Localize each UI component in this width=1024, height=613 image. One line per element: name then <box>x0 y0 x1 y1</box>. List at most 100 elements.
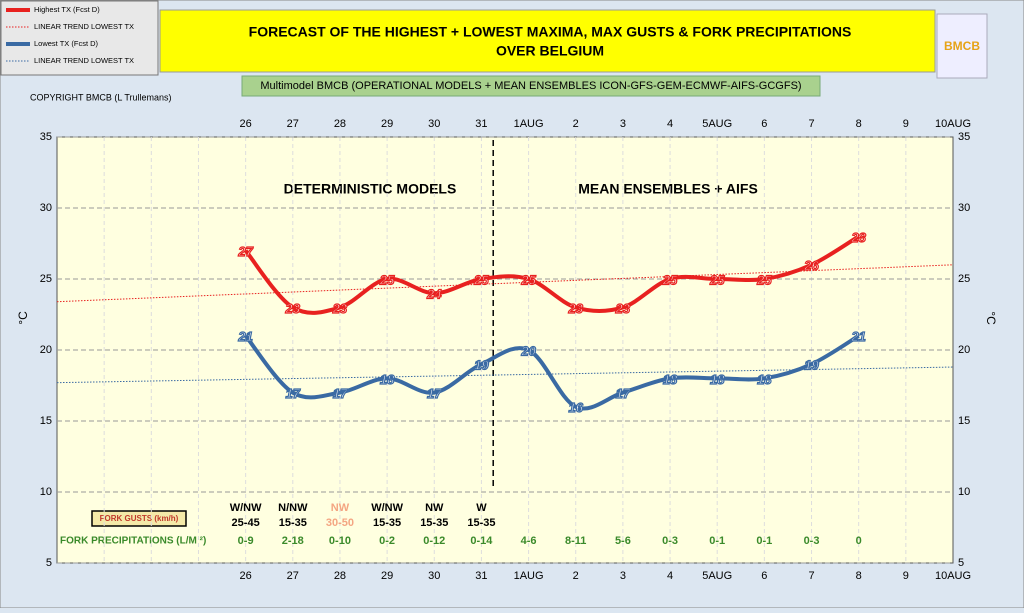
logo: BMCB <box>944 39 980 53</box>
x-tick-label: 26 <box>240 118 252 130</box>
y-tick-label: 5 <box>46 557 52 569</box>
legend <box>0 0 159 76</box>
x-tick-label: 8 <box>856 118 862 130</box>
precip-value: 0-12 <box>423 535 445 547</box>
precip-value: 0 <box>856 535 862 547</box>
x-tick-label: 30 <box>428 570 440 582</box>
series-line <box>244 234 860 315</box>
chart-title: FORECAST OF THE HIGHEST + LOWEST MAXIMA,… <box>249 24 852 40</box>
value-label: 19 <box>474 358 489 373</box>
annotation: DETERMINISTIC MODELS <box>284 181 457 197</box>
gust-speed: 25-45 <box>232 517 260 529</box>
value-label: 27 <box>237 244 253 259</box>
y-tick-label: 35 <box>958 131 970 143</box>
y-tick-label: 25 <box>958 273 970 285</box>
y-tick-label: 15 <box>958 415 970 427</box>
x-tick-label: 1AUG <box>514 570 544 582</box>
x-tick-label: 6 <box>761 570 767 582</box>
x-tick-label: 3 <box>620 570 626 582</box>
x-tick-label: 7 <box>808 118 814 130</box>
y-tick-label: 30 <box>40 202 52 214</box>
x-tick-label: 5AUG <box>702 118 732 130</box>
value-label: 18 <box>757 372 772 387</box>
gust-speed: 30-50 <box>326 517 354 529</box>
legend-label: LINEAR TREND LOWEST TX <box>34 56 134 65</box>
precip-label: FORK PRECIPITATIONS (L/M ²) <box>60 536 206 547</box>
precip-value: 0-3 <box>662 535 678 547</box>
value-label: 20 <box>520 343 536 358</box>
value-label: 23 <box>285 301 301 316</box>
precip-value: 2-18 <box>282 535 304 547</box>
trend-line <box>56 366 954 384</box>
gust-direction: N/NW <box>278 502 308 514</box>
x-tick-label: 4 <box>667 570 673 582</box>
x-tick-label: 4 <box>667 118 673 130</box>
gust-direction: NW <box>425 502 444 514</box>
x-tick-label: 27 <box>287 118 299 130</box>
value-label: 23 <box>615 301 631 316</box>
value-label: 25 <box>662 272 678 287</box>
value-label: 25 <box>709 272 725 287</box>
subtitle: Multimodel BMCB (OPERATIONAL MODELS + ME… <box>260 80 801 92</box>
value-label: 23 <box>332 301 348 316</box>
y-tick-label: 35 <box>40 131 52 143</box>
value-label: 17 <box>427 386 442 401</box>
y-tick-label: 15 <box>40 415 52 427</box>
value-label: 24 <box>426 287 442 302</box>
precip-value: 5-6 <box>615 535 631 547</box>
value-label: 25 <box>473 272 489 287</box>
series-line <box>244 334 860 411</box>
value-label: 25 <box>379 272 395 287</box>
value-label: 17 <box>286 386 301 401</box>
gust-direction: W/NW <box>230 502 262 514</box>
gust-speed: 15-35 <box>467 517 495 529</box>
value-label: 16 <box>569 400 584 415</box>
y-axis-label: °C <box>16 311 30 325</box>
x-tick-label: 26 <box>240 570 252 582</box>
x-tick-label: 10AUG <box>935 570 971 582</box>
gusts-label: FORK GUSTS (km/h) <box>100 514 179 523</box>
gusts-label-box <box>91 510 187 527</box>
x-tick-label: 3 <box>620 118 626 130</box>
value-label: 25 <box>520 272 536 287</box>
value-label: 28 <box>850 230 866 245</box>
copyright: COPYRIGHT BMCB (L Trullemans) <box>30 92 172 102</box>
precip-value: 0-9 <box>238 535 254 547</box>
x-tick-label: 28 <box>334 118 346 130</box>
x-tick-label: 9 <box>903 570 909 582</box>
x-tick-label: 2 <box>573 118 579 130</box>
x-tick-label: 29 <box>381 118 393 130</box>
x-tick-label: 31 <box>475 118 487 130</box>
gust-direction: W <box>476 502 487 514</box>
value-label: 21 <box>237 329 252 344</box>
y-tick-label: 20 <box>40 344 52 356</box>
precip-value: 0-1 <box>756 535 772 547</box>
precip-value: 0-3 <box>804 535 820 547</box>
y-tick-label: 10 <box>958 486 970 498</box>
x-tick-label: 6 <box>761 118 767 130</box>
precip-value: 0-14 <box>470 535 493 547</box>
y-tick-label: 5 <box>958 557 964 569</box>
gust-direction: NW <box>331 502 350 514</box>
y-tick-label: 10 <box>40 486 52 498</box>
value-label: 19 <box>804 358 819 373</box>
value-label: 18 <box>663 372 678 387</box>
legend-label: Highest TX (Fcst D) <box>34 5 100 14</box>
chart-title: OVER BELGIUM <box>496 43 604 59</box>
x-tick-label: 2 <box>573 570 579 582</box>
y-tick-label: 30 <box>958 202 970 214</box>
value-label: 17 <box>616 386 631 401</box>
value-label: 26 <box>803 258 819 273</box>
x-tick-label: 30 <box>428 118 440 130</box>
value-label: 18 <box>380 372 395 387</box>
value-label: 17 <box>333 386 348 401</box>
gust-speed: 15-35 <box>420 517 448 529</box>
legend-label: Lowest TX (Fcst D) <box>34 39 99 48</box>
precip-value: 4-6 <box>521 535 537 547</box>
subtitle-box <box>241 75 821 97</box>
annotation: MEAN ENSEMBLES + AIFS <box>578 181 758 197</box>
x-tick-label: 28 <box>334 570 346 582</box>
x-tick-label: 9 <box>903 118 909 130</box>
logo-box <box>936 13 988 79</box>
